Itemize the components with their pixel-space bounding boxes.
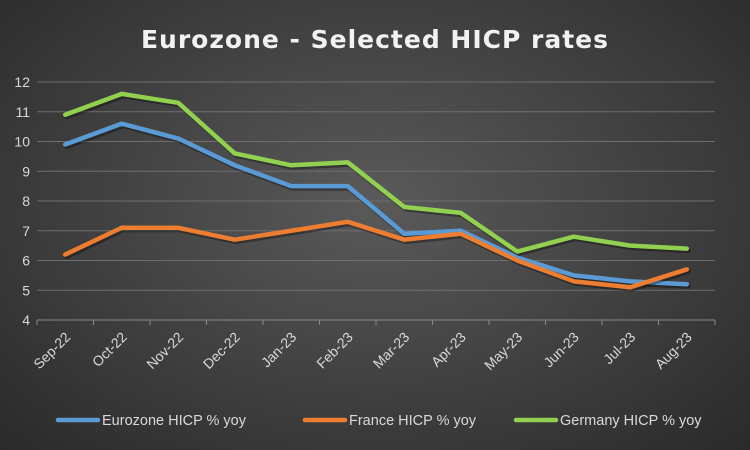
x-tick-label: Oct-22 [89, 329, 130, 370]
x-tick-label: Mar-23 [370, 329, 413, 372]
series-line-france [63, 219, 689, 290]
x-tick-label: Dec-22 [200, 329, 243, 372]
x-tick-label: Jan-23 [258, 329, 300, 371]
legend-label: Germany HICP % yoy [560, 413, 702, 429]
legend-label: France HICP % yoy [349, 413, 477, 429]
x-tick-label: Nov-22 [143, 329, 186, 372]
x-tick-label: Feb-23 [313, 329, 356, 372]
y-tick-label: 7 [22, 223, 30, 239]
x-tick-label: Jun-23 [540, 329, 582, 371]
y-tick-label: 12 [14, 74, 30, 90]
y-tick-label: 9 [22, 163, 30, 179]
x-tick-label: Aug-23 [652, 329, 695, 372]
y-tick-label: 4 [22, 312, 30, 328]
x-tick-label: May-23 [481, 329, 525, 373]
y-tick-label: 11 [15, 104, 30, 120]
chart-title: Eurozone - Selected HICP rates [141, 25, 609, 54]
legend-label: Eurozone HICP % yoy [102, 413, 247, 429]
series-line-eurozone [63, 121, 689, 287]
series-line-germany [63, 91, 689, 254]
y-tick-label: 8 [22, 193, 30, 209]
y-tick-label: 10 [14, 134, 30, 150]
y-tick-label: 6 [22, 253, 30, 269]
x-tick-label: Apr-23 [428, 329, 469, 370]
y-tick-label: 5 [22, 282, 30, 298]
series-shadow [64, 123, 691, 289]
x-tick-label: Sep-22 [30, 329, 73, 372]
x-tick-label: Jul-23 [600, 329, 638, 367]
